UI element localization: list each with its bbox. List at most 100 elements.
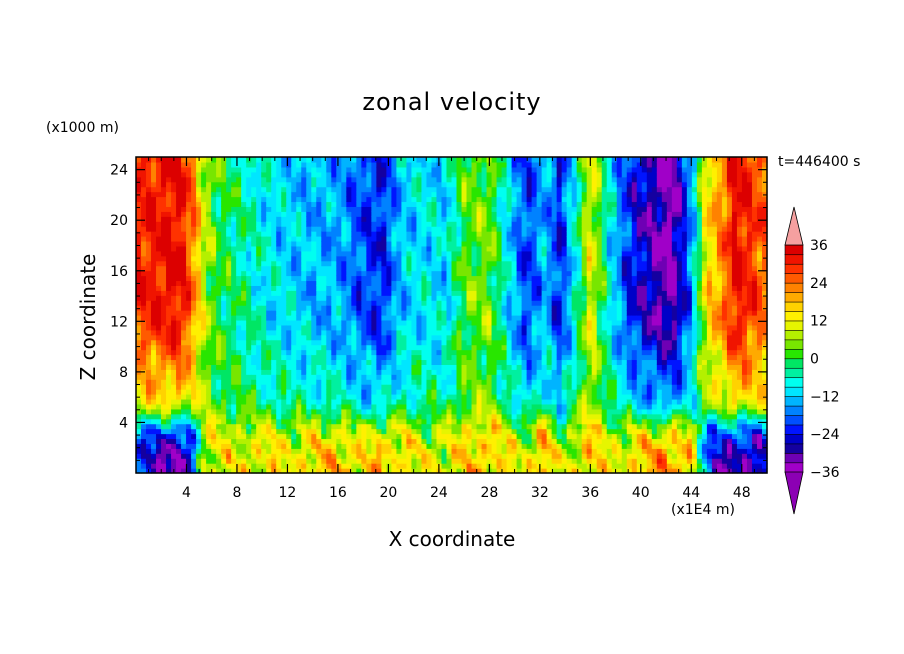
heatmap-cell bbox=[466, 275, 473, 282]
heatmap-cell bbox=[496, 344, 503, 351]
heatmap-cell bbox=[456, 413, 463, 420]
heatmap-cell bbox=[386, 240, 393, 247]
heatmap-cell bbox=[156, 300, 162, 306]
heatmap-cell bbox=[311, 364, 317, 370]
heatmap-cell bbox=[446, 270, 453, 277]
heatmap-cell bbox=[186, 433, 192, 440]
heatmap-cell bbox=[416, 315, 423, 321]
heatmap-cell bbox=[456, 468, 463, 474]
heatmap-cell bbox=[436, 334, 443, 341]
heatmap-cell bbox=[476, 295, 483, 301]
heatmap-cell bbox=[226, 216, 232, 222]
heatmap-cell bbox=[466, 300, 473, 306]
heatmap-cell bbox=[211, 438, 217, 444]
heatmap-cell bbox=[446, 433, 453, 440]
heatmap-cell bbox=[341, 206, 347, 212]
heatmap-cell bbox=[421, 384, 428, 390]
heatmap-cell bbox=[276, 157, 282, 163]
heatmap-cell bbox=[281, 463, 287, 469]
heatmap-cell bbox=[511, 181, 518, 188]
heatmap-cell bbox=[251, 394, 257, 400]
heatmap-cell bbox=[486, 428, 493, 435]
heatmap-cell bbox=[276, 221, 282, 227]
heatmap-cell bbox=[411, 468, 418, 474]
heatmap-cell bbox=[186, 250, 192, 257]
heatmap-cell bbox=[246, 369, 252, 375]
heatmap-cell bbox=[331, 240, 337, 247]
heatmap-cell bbox=[341, 389, 347, 395]
heatmap-cell bbox=[466, 319, 473, 326]
heatmap-cell bbox=[426, 231, 433, 237]
heatmap-cell bbox=[426, 191, 433, 198]
heatmap-cell bbox=[236, 423, 242, 430]
heatmap-cell bbox=[171, 408, 177, 415]
heatmap-cell bbox=[266, 305, 272, 311]
heatmap-cell bbox=[381, 329, 387, 336]
heatmap-cell bbox=[291, 295, 297, 301]
heatmap-cell bbox=[456, 166, 463, 173]
heatmap-cell bbox=[511, 255, 518, 262]
heatmap-cell bbox=[216, 255, 222, 262]
heatmap-cell bbox=[141, 453, 147, 459]
heatmap-cell bbox=[336, 443, 342, 449]
heatmap-cell bbox=[191, 324, 197, 331]
heatmap-cell bbox=[361, 413, 367, 420]
heatmap-cell bbox=[171, 413, 177, 420]
heatmap-cell bbox=[326, 389, 332, 395]
heatmap-cell bbox=[221, 354, 227, 361]
heatmap-cell bbox=[321, 413, 327, 420]
heatmap-cell bbox=[351, 448, 357, 454]
heatmap-cell bbox=[406, 226, 413, 232]
heatmap-cell bbox=[461, 379, 468, 385]
heatmap-cell bbox=[206, 221, 212, 227]
heatmap-cell bbox=[241, 236, 247, 242]
heatmap-cell bbox=[471, 334, 478, 341]
heatmap-cell bbox=[211, 211, 217, 217]
heatmap-cell bbox=[151, 379, 157, 385]
heatmap-cell bbox=[466, 305, 473, 311]
heatmap-cell bbox=[476, 334, 483, 341]
heatmap-cell bbox=[326, 250, 332, 257]
heatmap-cell bbox=[136, 196, 142, 203]
heatmap-cell bbox=[276, 413, 282, 420]
heatmap-cell bbox=[471, 181, 478, 188]
heatmap-cell bbox=[346, 161, 352, 168]
heatmap-cell bbox=[166, 384, 172, 390]
heatmap-cell bbox=[141, 403, 147, 410]
heatmap-cell bbox=[201, 245, 207, 252]
heatmap-cell bbox=[146, 201, 152, 207]
heatmap-cell bbox=[191, 394, 197, 400]
heatmap-cell bbox=[196, 250, 202, 257]
heatmap-cell bbox=[456, 226, 463, 232]
heatmap-cell bbox=[221, 408, 227, 415]
heatmap-cell bbox=[236, 394, 242, 400]
heatmap-cell bbox=[376, 438, 382, 444]
heatmap-cell bbox=[456, 428, 463, 435]
heatmap-cell bbox=[481, 280, 488, 286]
heatmap-cell bbox=[496, 379, 503, 385]
heatmap-cell bbox=[216, 369, 222, 375]
heatmap-cell bbox=[361, 389, 367, 395]
heatmap-cell bbox=[286, 176, 292, 183]
heatmap-cell bbox=[301, 216, 307, 222]
heatmap-cell bbox=[251, 305, 257, 311]
heatmap-cell bbox=[511, 354, 518, 361]
heatmap-cell bbox=[166, 423, 172, 430]
heatmap-cell bbox=[421, 280, 428, 286]
heatmap-cell bbox=[241, 329, 247, 336]
heatmap-cell bbox=[281, 255, 287, 262]
heatmap-cell bbox=[231, 423, 237, 430]
heatmap-cell bbox=[201, 186, 207, 193]
heatmap-cell bbox=[216, 448, 222, 454]
heatmap-cell bbox=[316, 206, 322, 212]
heatmap-cell bbox=[271, 310, 277, 316]
heatmap-cell bbox=[201, 389, 207, 395]
heatmap-cell bbox=[351, 191, 357, 198]
heatmap-cell bbox=[466, 285, 473, 291]
heatmap-cell bbox=[161, 369, 167, 375]
heatmap-cell bbox=[371, 285, 377, 291]
heatmap-cell bbox=[266, 319, 272, 326]
heatmap-cell bbox=[426, 329, 433, 336]
heatmap-cell bbox=[361, 329, 367, 336]
heatmap-cell bbox=[346, 191, 352, 198]
